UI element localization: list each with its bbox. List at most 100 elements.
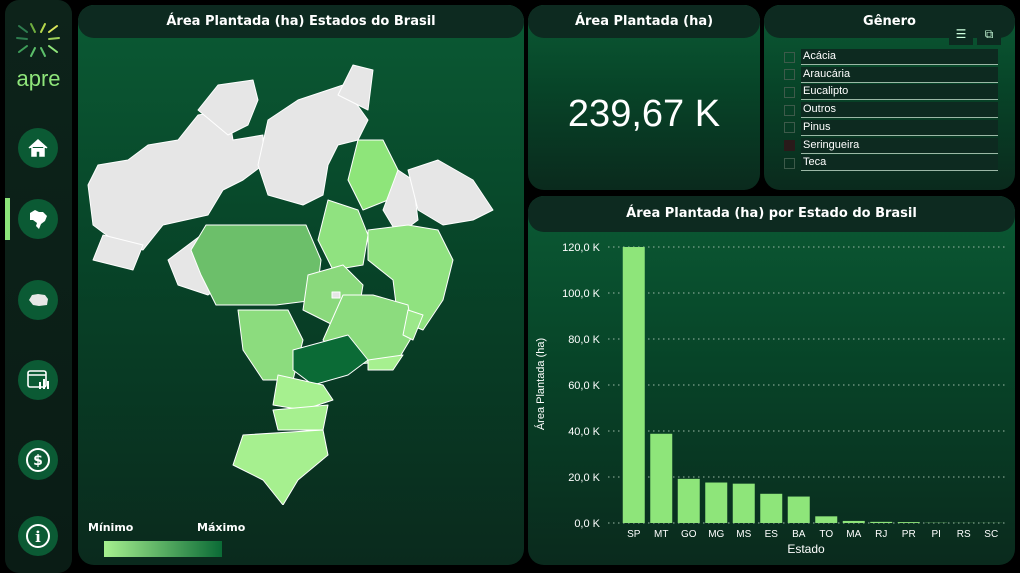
- x-tick-label: RJ: [875, 529, 887, 540]
- genero-title: Gênero: [764, 5, 1015, 38]
- genero-option[interactable]: Pinus: [784, 119, 998, 136]
- parana-map-icon: [29, 294, 48, 306]
- x-tick-label: TO: [819, 529, 833, 540]
- apre-logo-icon: [16, 23, 60, 57]
- x-tick-label: GO: [681, 529, 697, 540]
- nav-dashboard-button[interactable]: [18, 360, 58, 400]
- y-tick-label: 0,0 K: [574, 518, 600, 530]
- checkbox[interactable]: [784, 104, 795, 116]
- bar-SP[interactable]: [622, 247, 645, 523]
- option-label: Teca: [801, 155, 998, 172]
- state-sp: [292, 334, 369, 386]
- bar-ES[interactable]: [760, 493, 783, 523]
- bar-RJ[interactable]: [870, 521, 893, 523]
- bar-TO[interactable]: [815, 516, 838, 523]
- nav-parana-button[interactable]: [18, 280, 58, 320]
- y-axis-title: Área Plantada (ha): [534, 338, 547, 430]
- x-tick-label: BA: [792, 529, 806, 540]
- option-label: Seringueira: [801, 137, 998, 154]
- x-tick-label: PI: [932, 529, 941, 540]
- option-label: Eucalipto: [801, 84, 998, 101]
- state-rr: [197, 79, 259, 136]
- state-ac: [92, 234, 144, 271]
- checkbox[interactable]: [784, 157, 795, 169]
- option-label: Acácia: [801, 49, 998, 65]
- dashboard-chart-icon: [27, 370, 49, 389]
- nav-finance-button[interactable]: $: [18, 440, 58, 480]
- state-to: [317, 199, 369, 271]
- genero-slicer: Gênero ☰ ⧉ Acácia Araucária Eucalipto Outro…: [764, 5, 1015, 190]
- bar-chart-panel: Área Plantada (ha) por Estado do Brasil …: [528, 196, 1015, 565]
- map-panel: Área Plantada (ha) Estados do Brasil: [78, 5, 524, 565]
- bar-GO[interactable]: [677, 478, 700, 523]
- genero-option[interactable]: Eucalipto: [784, 84, 998, 101]
- info-icon: i: [26, 524, 50, 548]
- logo-text: apre: [16, 66, 61, 91]
- y-tick-label: 20,0 K: [568, 472, 600, 484]
- x-tick-label: MS: [736, 529, 751, 540]
- brazil-map-icon: [30, 210, 47, 229]
- x-tick-label: SC: [984, 529, 998, 540]
- x-tick-label: MT: [654, 529, 668, 540]
- genero-option[interactable]: Araucária: [784, 66, 998, 83]
- legend-max-label: Máximo: [197, 521, 246, 534]
- bar-MA[interactable]: [842, 520, 865, 523]
- checkbox[interactable]: [784, 69, 795, 81]
- state-mt: [190, 224, 322, 306]
- sidebar: apre $ i: [5, 0, 72, 573]
- state-sc: [272, 404, 329, 431]
- bar-chart: 0,0 K 20,0 K 40,0 K 60,0 K 80,0 K 100,0 K 120,…: [534, 242, 1008, 556]
- genero-option[interactable]: Teca: [784, 155, 998, 172]
- legend-gradient: [104, 541, 222, 557]
- bar-BA[interactable]: [787, 496, 810, 523]
- genero-option[interactable]: Outros: [784, 102, 998, 119]
- option-label: Outros: [801, 102, 998, 119]
- checkbox[interactable]: [784, 140, 795, 151]
- genero-option[interactable]: Acácia: [784, 49, 998, 65]
- nav-home-button[interactable]: [18, 128, 58, 168]
- x-tick-label: MG: [708, 529, 724, 540]
- checkbox[interactable]: [784, 86, 795, 98]
- bar-MT[interactable]: [650, 433, 673, 523]
- state-ne: [407, 159, 494, 226]
- x-tick-label: SP: [627, 529, 641, 540]
- x-tick-label: RS: [957, 529, 971, 540]
- option-label: Pinus: [801, 119, 998, 136]
- kpi-card: Área Plantada (ha) 239,67 K: [528, 5, 760, 190]
- y-tick-label: 120,0 K: [562, 242, 601, 254]
- checkbox[interactable]: [784, 51, 795, 63]
- state-ba: [367, 224, 454, 331]
- active-indicator: [5, 198, 10, 240]
- x-tick-label: PR: [902, 529, 916, 540]
- map-title: Área Plantada (ha) Estados do Brasil: [78, 5, 524, 38]
- nav-info-button[interactable]: i: [18, 516, 58, 556]
- home-icon: [28, 138, 48, 157]
- checkbox[interactable]: [784, 122, 795, 134]
- kpi-title: Área Plantada (ha): [528, 5, 760, 38]
- svg-text:i: i: [35, 528, 41, 546]
- state-pa: [257, 84, 369, 206]
- kpi-value: 239,67 K: [567, 93, 721, 135]
- bar-MG[interactable]: [705, 482, 728, 523]
- bar-PR[interactable]: [897, 522, 920, 523]
- x-tick-label: ES: [765, 529, 779, 540]
- svg-text:$: $: [33, 453, 43, 469]
- state-rj: [367, 354, 404, 371]
- genero-option[interactable]: Seringueira: [784, 137, 998, 154]
- focus-mode-icon[interactable]: ⧉: [977, 23, 1001, 45]
- y-tick-label: 60,0 K: [568, 380, 600, 392]
- state-rs: [232, 429, 329, 505]
- chart-title: Área Plantada (ha) por Estado do Brasil: [528, 196, 1015, 232]
- state-pr: [272, 374, 334, 411]
- filter-icon[interactable]: ☰: [949, 23, 973, 45]
- y-tick-label: 40,0 K: [568, 426, 600, 438]
- nav-brazil-button[interactable]: [18, 199, 58, 239]
- y-tick-label: 80,0 K: [568, 334, 600, 346]
- brazil-choropleth-map[interactable]: [78, 5, 524, 505]
- state-ap: [337, 64, 374, 111]
- legend-min-label: Mínimo: [88, 521, 134, 534]
- option-label: Araucária: [801, 66, 998, 83]
- x-tick-label: MA: [846, 529, 861, 540]
- bar-MS[interactable]: [732, 483, 755, 523]
- dollar-icon: $: [26, 448, 50, 472]
